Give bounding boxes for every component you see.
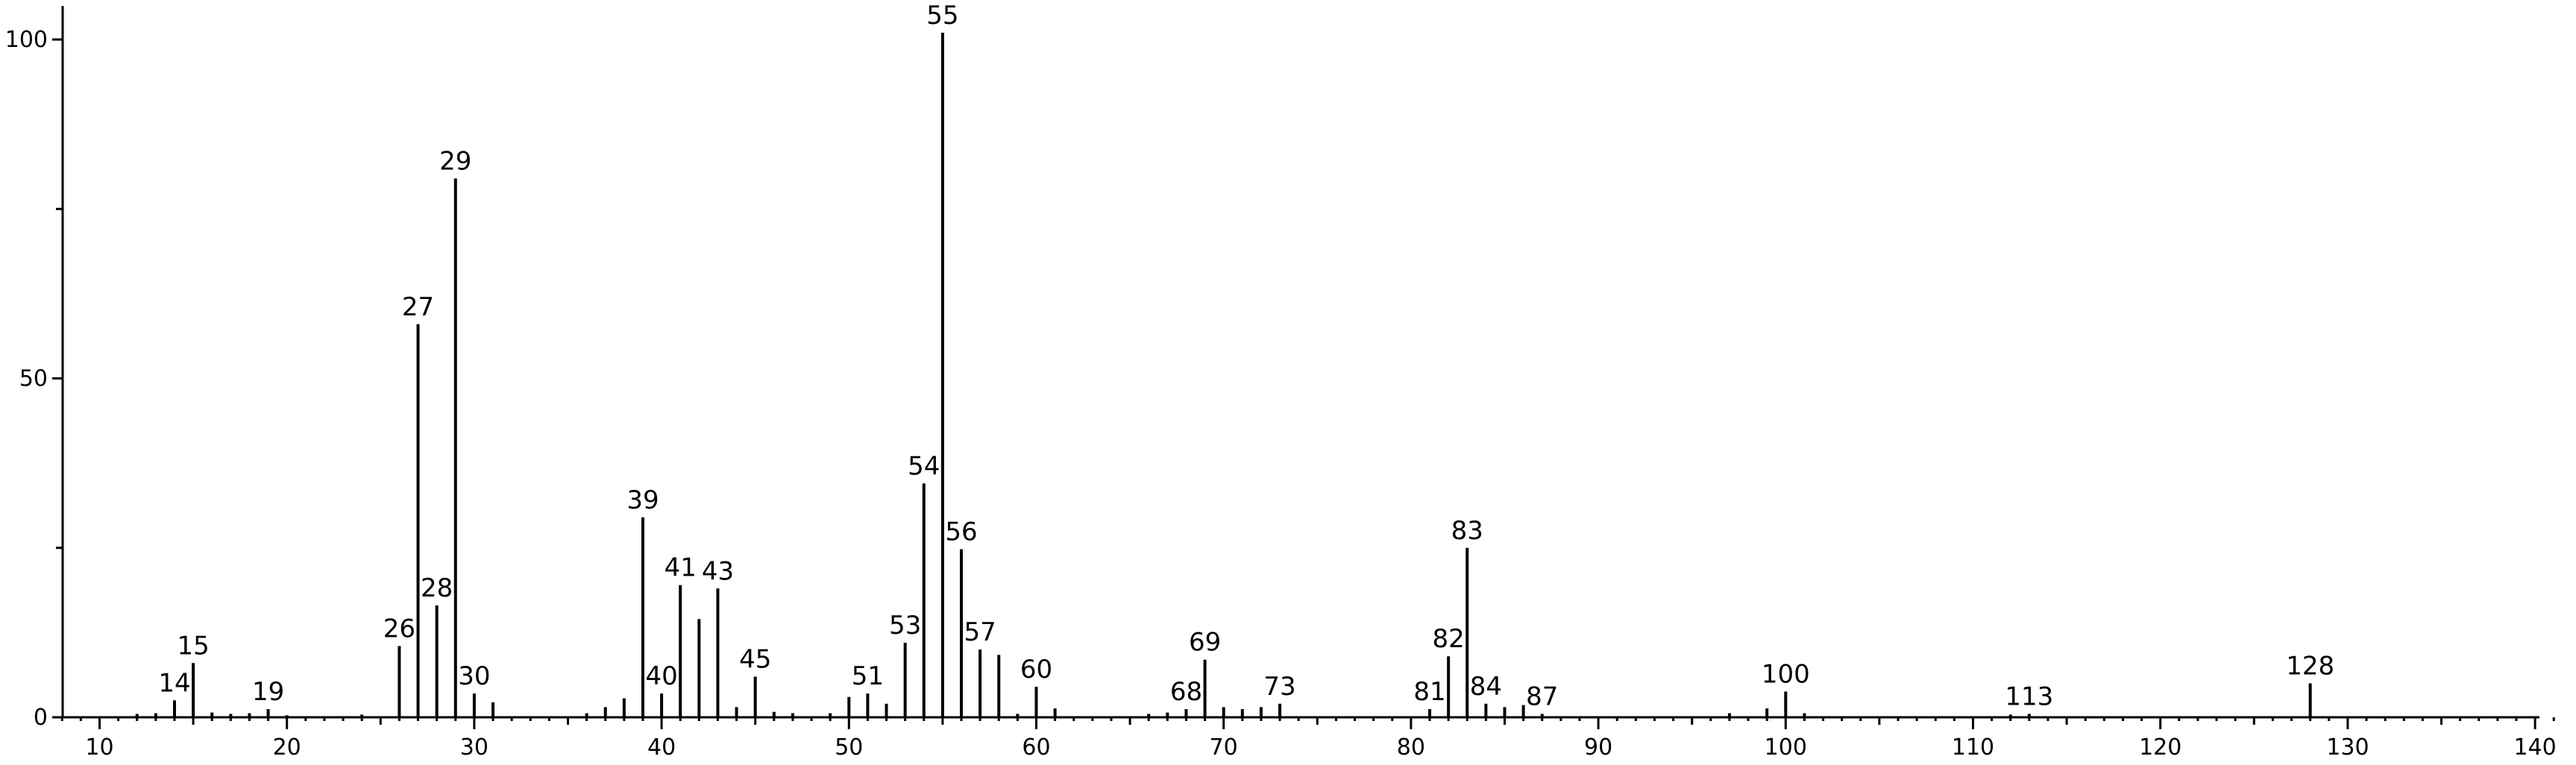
x-tick-label: 50 [835,734,863,761]
peak-label: 82 [1433,624,1465,654]
x-tick-label: 120 [2139,734,2181,761]
x-tick-label: 20 [273,734,301,761]
x-tick-label: 40 [647,734,676,761]
peak-label: 39 [626,485,659,515]
x-tick-label: 60 [1022,734,1050,761]
x-tick-label: 110 [1952,734,1994,761]
peak-label: 53 [889,611,921,640]
x-axis: 10 20 30 40 50 60 70 80 90 100 110 120 130 140 [60,716,2557,761]
peak-label: 28 [421,573,453,603]
peak-label: 69 [1189,628,1221,658]
x-tick-label: 30 [460,734,489,761]
x-tick-label: 90 [1584,734,1612,761]
peak-label: 83 [1451,516,1483,546]
spectrum-bars [135,32,2312,717]
peak-label: 29 [439,146,471,176]
peak-label: 113 [2005,681,2053,711]
peak-label: 73 [1263,672,1295,702]
x-tick-label: 10 [85,734,113,761]
x-tick-label: 140 [2513,734,2556,761]
peak-label: 45 [739,644,771,674]
y-tick-label: 50 [19,366,48,392]
peak-label: 30 [458,661,490,691]
peak-label: 40 [645,661,677,691]
peak-label: 60 [1020,655,1052,684]
peak-label: 54 [908,451,940,481]
peak-label: 57 [964,617,996,647]
y-tick-label: 100 [5,27,48,53]
peak-label: 100 [1762,659,1810,689]
peak-label: 81 [1413,677,1445,707]
x-tick-label: 130 [2326,734,2369,761]
peak-label: 15 [177,631,209,661]
y-axis: 0 50 100 [5,6,64,731]
peak-label: 51 [852,661,884,691]
peak-label: 19 [252,677,284,707]
peak-label: 56 [945,517,977,547]
peak-label: 84 [1470,672,1502,702]
peak-label: 43 [702,556,734,586]
x-tick-label: 70 [1210,734,1238,761]
x-tick-label: 80 [1397,734,1425,761]
peak-label: 41 [665,553,697,583]
peak-label: 26 [383,614,415,644]
peak-label: 68 [1170,677,1202,707]
x-tick-label: 100 [1765,734,1807,761]
peak-label: 87 [1526,681,1558,711]
y-tick-label: 0 [34,705,48,731]
peak-label: 27 [402,292,434,322]
peak-label: 14 [158,668,190,698]
peak-label: 128 [2286,652,2334,681]
peak-label: 55 [926,1,958,31]
